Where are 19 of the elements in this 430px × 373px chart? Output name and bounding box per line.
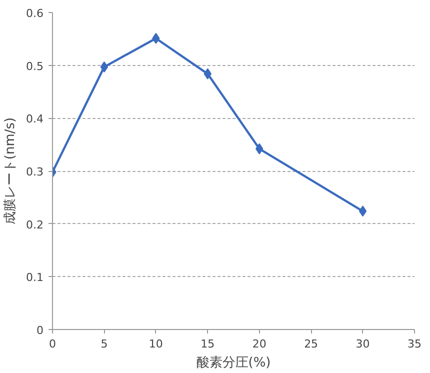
x-tick-label: 10 <box>148 338 163 350</box>
y-tick-label: 0.1 <box>26 271 44 284</box>
y-tick-label: 0 <box>36 324 44 337</box>
y-tick-label: 0.3 <box>26 166 44 178</box>
y-tick-label: 0.4 <box>26 112 44 126</box>
x-tick-label: 5 <box>100 338 108 350</box>
x-tick-label: 20 <box>252 338 266 350</box>
y-axis-title: 成膜レート(nm/s) <box>3 117 18 225</box>
point <box>100 61 108 72</box>
x-tick-label: 30 <box>356 338 370 350</box>
y-tick-label: 0.5 <box>26 60 44 73</box>
x-tick-label: 35 <box>408 338 422 350</box>
x-tick-label: 15 <box>200 338 215 350</box>
point <box>358 206 367 217</box>
x-tick-label: 0 <box>49 338 56 350</box>
x-tick-label: 25 <box>304 338 318 350</box>
y-tick-label: 0.6 <box>26 7 44 20</box>
y-tick-label: 0.2 <box>26 218 44 232</box>
x-axis-title: 酸素分圧(%) <box>196 356 271 370</box>
